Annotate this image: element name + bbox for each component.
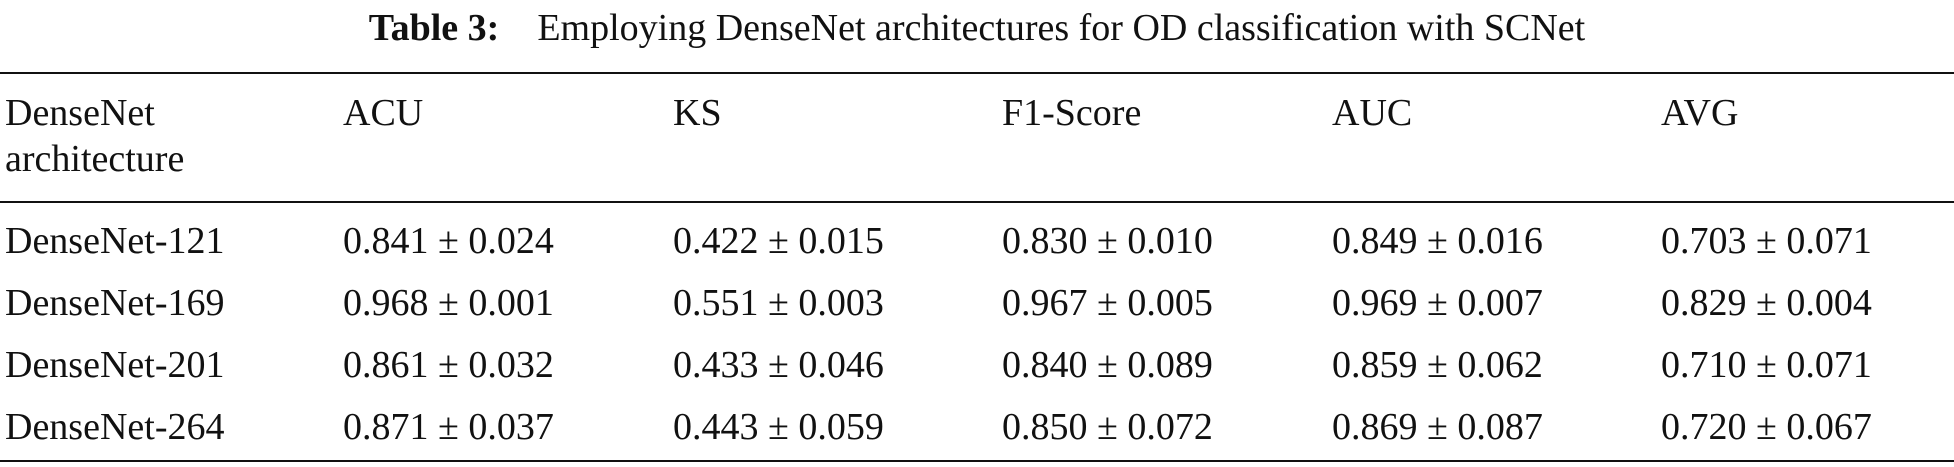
caption-text: Employing DenseNet architectures for OD … xyxy=(537,7,1586,49)
cell-ks: 0.551 ± 0.003 xyxy=(673,282,884,324)
caption-spacer xyxy=(509,7,528,49)
table-bottom-rule xyxy=(0,460,1954,462)
header-f1-score: F1-Score xyxy=(1002,92,1142,134)
table-header-rule xyxy=(0,201,1954,203)
header-acu: ACU xyxy=(343,92,424,134)
cell-acu: 0.968 ± 0.001 xyxy=(343,282,554,324)
cell-ks: 0.422 ± 0.015 xyxy=(673,220,884,262)
cell-architecture: DenseNet-121 xyxy=(5,220,225,262)
cell-auc: 0.859 ± 0.062 xyxy=(1332,344,1543,386)
cell-ks: 0.433 ± 0.046 xyxy=(673,344,884,386)
cell-avg: 0.703 ± 0.071 xyxy=(1661,220,1872,262)
header-architecture-line2: architecture xyxy=(5,138,185,180)
header-ks: KS xyxy=(673,92,722,134)
header-architecture: DenseNet architecture xyxy=(5,90,184,182)
cell-acu: 0.861 ± 0.032 xyxy=(343,344,554,386)
cell-architecture: DenseNet-264 xyxy=(5,406,225,448)
cell-f1-score: 0.840 ± 0.089 xyxy=(1002,344,1213,386)
cell-acu: 0.871 ± 0.037 xyxy=(343,406,554,448)
cell-acu: 0.841 ± 0.024 xyxy=(343,220,554,262)
cell-avg: 0.710 ± 0.071 xyxy=(1661,344,1872,386)
header-architecture-line1: DenseNet xyxy=(5,92,155,134)
header-auc: AUC xyxy=(1332,92,1413,134)
cell-f1-score: 0.967 ± 0.005 xyxy=(1002,282,1213,324)
cell-avg: 0.720 ± 0.067 xyxy=(1661,406,1872,448)
header-avg: AVG xyxy=(1661,92,1739,134)
cell-f1-score: 0.850 ± 0.072 xyxy=(1002,406,1213,448)
cell-ks: 0.443 ± 0.059 xyxy=(673,406,884,448)
cell-auc: 0.969 ± 0.007 xyxy=(1332,282,1543,324)
table-top-rule xyxy=(0,72,1954,74)
cell-auc: 0.849 ± 0.016 xyxy=(1332,220,1543,262)
cell-architecture: DenseNet-169 xyxy=(5,282,225,324)
table-caption: Table 3: Employing DenseNet architecture… xyxy=(0,0,1954,60)
cell-f1-score: 0.830 ± 0.010 xyxy=(1002,220,1213,262)
cell-avg: 0.829 ± 0.004 xyxy=(1661,282,1872,324)
cell-auc: 0.869 ± 0.087 xyxy=(1332,406,1543,448)
cell-architecture: DenseNet-201 xyxy=(5,344,225,386)
caption-label: Table 3: xyxy=(368,7,500,49)
